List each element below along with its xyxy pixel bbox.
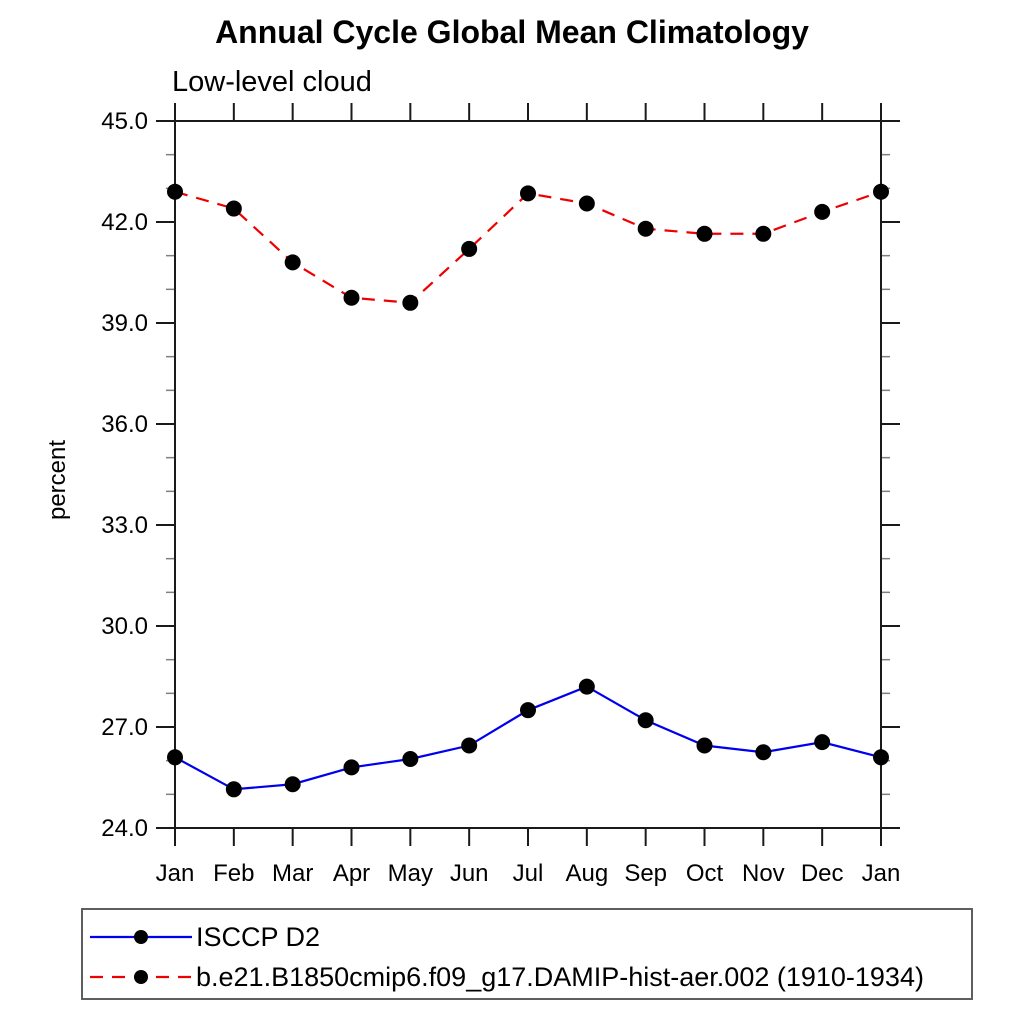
legend-marker-dot [134, 970, 148, 984]
chart-title: Annual Cycle Global Mean Climatology [215, 14, 809, 50]
data-series [174, 190, 882, 791]
legend: ISCCP D2 b.e21.B1850cmip6.f09_g17.DAMIP-… [81, 908, 973, 1000]
svg-text:45.0: 45.0 [101, 108, 148, 135]
legend-line-sample-dashed [90, 970, 192, 984]
svg-text:May: May [388, 860, 433, 887]
svg-text:24.0: 24.0 [101, 815, 148, 842]
data-markers [167, 183, 889, 798]
svg-text:Oct: Oct [686, 860, 724, 887]
x-tick-labels: Jan Feb Mar Apr May Jun Jul Aug Sep Oct Nov Dec Jan [156, 860, 901, 887]
svg-text:Apr: Apr [333, 860, 370, 887]
svg-text:30.0: 30.0 [101, 613, 148, 640]
svg-text:Aug: Aug [565, 860, 608, 887]
svg-text:39.0: 39.0 [101, 310, 148, 337]
y-tick-labels: 24.0 27.0 30.0 33.0 36.0 39.0 42.0 45.0 [101, 108, 148, 842]
svg-text:Feb: Feb [213, 860, 254, 887]
svg-text:Jun: Jun [450, 860, 489, 887]
legend-label: b.e21.B1850cmip6.f09_g17.DAMIP-hist-aer.… [196, 961, 924, 992]
legend-item-isccp: ISCCP D2 [88, 917, 971, 957]
svg-text:Dec: Dec [801, 860, 844, 887]
chart-subtitle: Low-level cloud [172, 66, 372, 98]
legend-line-sample-solid [90, 930, 192, 944]
svg-text:Nov: Nov [742, 860, 785, 887]
plot-frame [174, 120, 882, 829]
svg-text:42.0: 42.0 [101, 209, 148, 236]
svg-text:Jan: Jan [862, 860, 901, 887]
svg-text:Jan: Jan [156, 860, 195, 887]
axis-ticks [156, 103, 900, 846]
svg-text:33.0: 33.0 [101, 512, 148, 539]
legend-item-model: b.e21.B1850cmip6.f09_g17.DAMIP-hist-aer.… [88, 957, 971, 997]
svg-text:Mar: Mar [272, 860, 313, 887]
svg-text:36.0: 36.0 [101, 411, 148, 438]
svg-text:Jul: Jul [513, 860, 544, 887]
legend-label: ISCCP D2 [196, 921, 321, 952]
svg-text:27.0: 27.0 [101, 714, 148, 741]
legend-marker-dot [134, 930, 148, 944]
svg-text:Sep: Sep [624, 860, 667, 887]
